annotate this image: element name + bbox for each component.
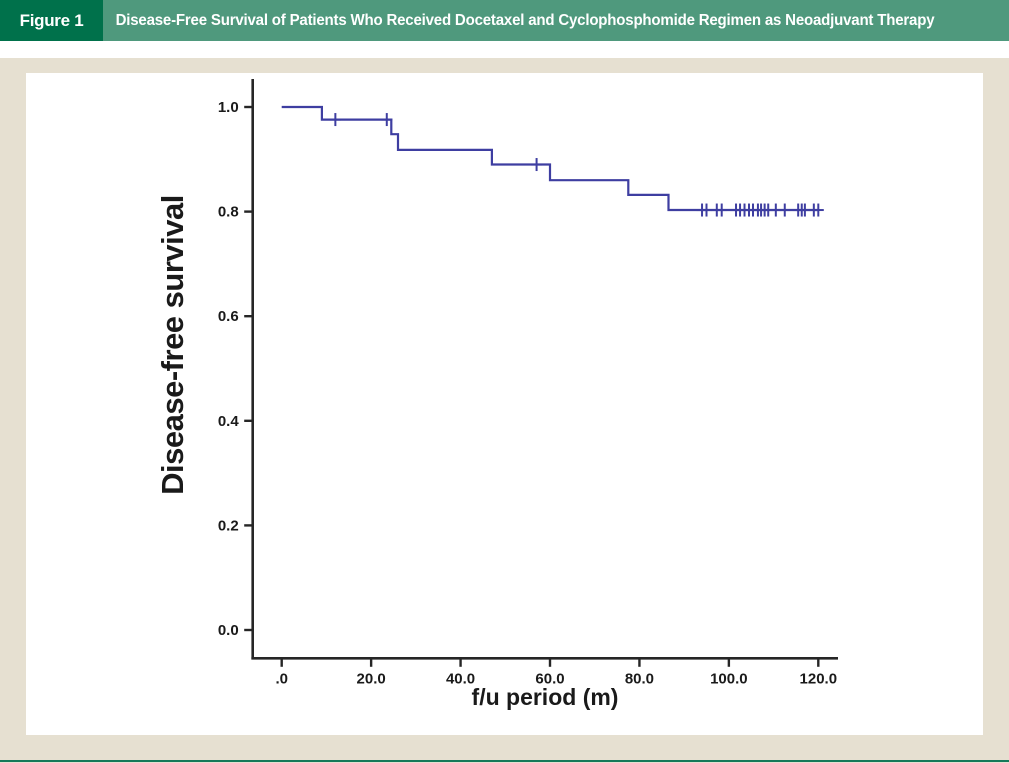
- x-tick-label: 120.0: [800, 670, 838, 687]
- y-tick-label: 1.0: [218, 99, 239, 116]
- figure-body: .0 20.0 40.0 60.0 80.0 100.0 120.0 0.0 0.2 0.4 0.6…: [0, 58, 1009, 763]
- survival-step-curve: [281, 105, 819, 212]
- censor-mark: [716, 203, 728, 217]
- censor-mark: [329, 113, 341, 127]
- x-tick-label: 40.0: [446, 670, 475, 687]
- y-tick-label: 0.8: [218, 204, 239, 221]
- chart-panel: .0 20.0 40.0 60.0 80.0 100.0 120.0 0.0 0.2 0.4 0.6…: [26, 73, 983, 735]
- figure-number-label: Figure 1: [0, 0, 103, 41]
- bottom-rule: [0, 760, 1009, 762]
- y-tick-label: 0.6: [218, 308, 239, 325]
- figure-header: Figure 1 Disease-Free Survival of Patien…: [0, 0, 1009, 41]
- censor-mark: [779, 203, 791, 217]
- censor-mark: [531, 158, 543, 172]
- x-tick-label: 80.0: [625, 670, 654, 687]
- censor-mark: [812, 203, 824, 217]
- axes: .0 20.0 40.0 60.0 80.0 100.0 120.0 0.0 0.2 0.4 0.6…: [218, 79, 838, 687]
- censor-mark: [701, 203, 713, 217]
- x-tick-label: 60.0: [535, 670, 564, 687]
- x-axis-title: f/u period (m): [472, 684, 619, 710]
- y-axis-title: Disease-free survival: [155, 195, 190, 495]
- km-survival-chart: .0 20.0 40.0 60.0 80.0 100.0 120.0 0.0 0.2 0.4 0.6…: [155, 79, 838, 710]
- x-tick-label: .0: [275, 670, 288, 687]
- censor-mark: [381, 113, 393, 127]
- y-tick-label: 0.4: [218, 413, 240, 430]
- x-tick-label: 20.0: [357, 670, 386, 687]
- survival-curve-group: [281, 105, 824, 217]
- x-tick-label: 100.0: [710, 670, 748, 687]
- y-tick-label: 0.0: [218, 622, 239, 639]
- y-tick-label: 0.2: [218, 517, 239, 534]
- figure-title: Disease-Free Survival of Patients Who Re…: [115, 11, 935, 29]
